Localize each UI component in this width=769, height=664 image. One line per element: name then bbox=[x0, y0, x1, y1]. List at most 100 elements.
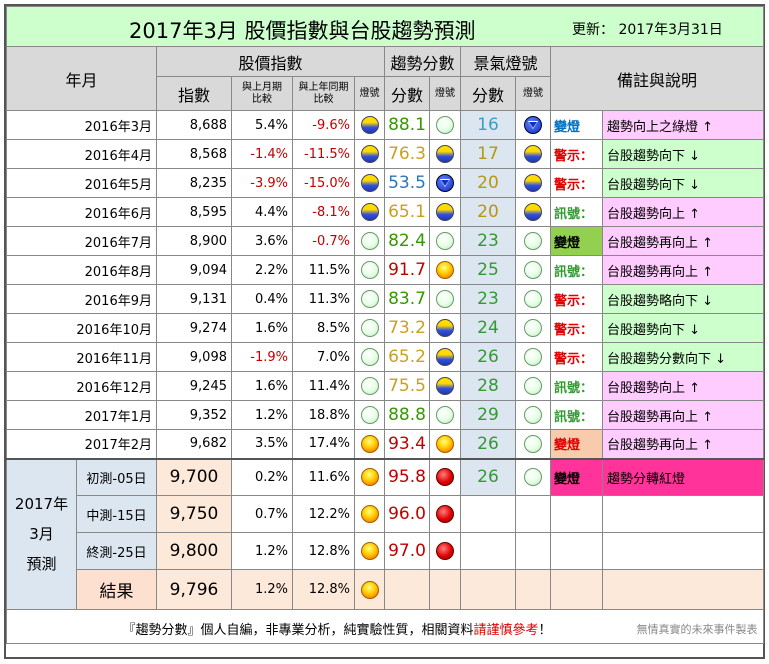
boom-light-icon bbox=[524, 348, 542, 366]
row-signal-tag: 訊號： bbox=[550, 255, 603, 285]
boom-light-icon bbox=[524, 377, 542, 395]
row-yoy: -11.5% bbox=[292, 139, 355, 169]
row-trend-score: 88.8 bbox=[384, 400, 430, 430]
row-index: 9,094 bbox=[156, 255, 232, 285]
row-yoy: 18.8% bbox=[292, 400, 355, 430]
empty-cell bbox=[460, 495, 516, 533]
row-signal-tag: 警示： bbox=[550, 284, 603, 314]
row-mom: 2.2% bbox=[231, 255, 293, 285]
empty-cell bbox=[384, 569, 430, 610]
forecast-row: 終測-25日 9,800 1.2% 12.8% 97.0 bbox=[7, 532, 765, 570]
trend-light-icon bbox=[436, 203, 454, 221]
result-row: 結果 9,796 1.2% 12.8% bbox=[7, 569, 765, 610]
header-trend-score-col: 分數 bbox=[384, 76, 430, 111]
row-trend-score: 73.2 bbox=[384, 313, 430, 343]
trend-light-icon bbox=[436, 319, 454, 337]
row-index: 8,688 bbox=[156, 110, 232, 140]
boom-light-icon bbox=[524, 290, 542, 308]
table-row: 2016年11月 9,098 -1.9% 7.0% 65.2 26 警示： 台股趨勢分數向下 … bbox=[6, 342, 765, 372]
row-yoy: 11.5% bbox=[292, 255, 355, 285]
row-boom-light bbox=[515, 168, 551, 198]
stock-light-icon bbox=[360, 319, 379, 337]
row-note: 台股趨勢再向上 ↑ bbox=[601, 255, 765, 285]
empty-cell bbox=[550, 532, 603, 570]
boom-light-icon bbox=[524, 434, 542, 453]
row-trend-light bbox=[429, 371, 461, 401]
stock-light-icon bbox=[360, 542, 379, 560]
forecast-index: 9,750 bbox=[156, 495, 232, 533]
result-mom: 1.2% bbox=[231, 569, 293, 610]
row-stock-light bbox=[354, 226, 385, 256]
row-signal-tag: 警示： bbox=[550, 313, 603, 343]
row-yoy: 11.3% bbox=[292, 284, 355, 314]
row-boom-light bbox=[515, 226, 551, 256]
row-index: 9,352 bbox=[156, 400, 232, 430]
empty-cell bbox=[429, 569, 461, 610]
row-trend-light bbox=[429, 139, 461, 169]
row-note: 台股趨勢向上 ↑ bbox=[601, 197, 765, 227]
row-year-month: 2017年2月 bbox=[6, 429, 157, 460]
stock-light-icon bbox=[360, 505, 379, 523]
table-row: 2016年12月 9,245 1.6% 11.4% 75.5 28 訊號： 台股趨勢向上 ↑ bbox=[6, 371, 765, 401]
footer-credit: 無情真實的未來事件製表 bbox=[636, 622, 758, 636]
row-boom-score: 16 bbox=[460, 110, 516, 140]
header-yoy: 與上年同期比較 bbox=[292, 76, 355, 111]
row-boom-light bbox=[515, 255, 551, 285]
forecast-trend-score: 97.0 bbox=[384, 532, 430, 570]
page-title: 2017年3月 股價指數與台股趨勢預測 bbox=[129, 19, 476, 43]
row-stock-light bbox=[354, 110, 385, 140]
row-trend-score: 65.2 bbox=[384, 342, 430, 372]
row-signal-tag: 訊號： bbox=[550, 400, 603, 430]
footer: 『趨勢分數』個人自編，非專業分析，純實驗性質，相關資料請謹慎參考！ 無情真實的未… bbox=[5, 609, 765, 644]
table-row: 2016年5月 8,235 -3.9% -15.0% 53.5 20 警示： 台股趨勢向下 ↓ bbox=[6, 168, 765, 198]
header-boom-light-col: 燈號 bbox=[515, 76, 551, 111]
row-note: 台股趨勢向上 ↑ bbox=[601, 371, 765, 401]
row-signal-tag: 警示： bbox=[550, 342, 603, 372]
row-boom-light bbox=[515, 371, 551, 401]
forecast-index: 9,700 bbox=[156, 458, 232, 496]
header-index: 指數 bbox=[156, 76, 232, 111]
row-stock-light bbox=[354, 197, 385, 227]
trend-light-icon bbox=[436, 505, 454, 523]
row-trend-light bbox=[429, 342, 461, 372]
row-trend-score: 75.5 bbox=[384, 371, 430, 401]
row-boom-light bbox=[515, 110, 551, 140]
row-index: 9,245 bbox=[156, 371, 232, 401]
row-trend-score: 91.7 bbox=[384, 255, 430, 285]
table-row: 2017年1月 9,352 1.2% 18.8% 88.8 29 訊號： 台股趨勢再向上 ↑ bbox=[6, 400, 765, 430]
header-stock-index: 股價指數 bbox=[156, 46, 385, 77]
forecast-yoy: 12.2% bbox=[292, 495, 355, 533]
row-yoy: 17.4% bbox=[292, 429, 355, 460]
table-row: 2016年7月 8,900 3.6% -0.7% 82.4 23 變燈 台股趨勢再向上 ↑ bbox=[6, 226, 765, 256]
empty-cell bbox=[515, 495, 551, 533]
boom-light-icon bbox=[524, 174, 542, 192]
footer-end: ！ bbox=[538, 622, 552, 638]
row-year-month: 2016年3月 bbox=[6, 110, 157, 140]
row-signal-tag: 警示： bbox=[550, 168, 603, 198]
row-mom: -3.9% bbox=[231, 168, 293, 198]
boom-light-icon bbox=[524, 145, 542, 163]
result-yoy: 12.8% bbox=[292, 569, 355, 610]
trend-light-icon bbox=[436, 434, 454, 453]
row-trend-score: 65.1 bbox=[384, 197, 430, 227]
row-index: 8,595 bbox=[156, 197, 232, 227]
row-yoy: -15.0% bbox=[292, 168, 355, 198]
boom-light-icon bbox=[524, 203, 542, 221]
boom-light-icon bbox=[524, 468, 542, 487]
row-boom-score: 17 bbox=[460, 139, 516, 169]
row-year-month: 2016年10月 bbox=[6, 313, 157, 343]
row-year-month: 2016年11月 bbox=[6, 342, 157, 372]
header-trend-light: 燈號 bbox=[429, 76, 461, 111]
row-trend-light bbox=[429, 168, 461, 198]
header-stock-light: 燈號 bbox=[354, 76, 385, 111]
empty-cell bbox=[515, 569, 551, 610]
title-bar: 2017年3月 股價指數與台股趨勢預測 更新： 2017年3月31日 bbox=[5, 6, 765, 47]
row-trend-score: 82.4 bbox=[384, 226, 430, 256]
header-mom: 與上月期比較 bbox=[231, 76, 293, 111]
row-index: 8,900 bbox=[156, 226, 232, 256]
stock-light-icon bbox=[360, 261, 379, 279]
boom-light-icon bbox=[524, 406, 542, 424]
empty-cell bbox=[460, 569, 516, 610]
stock-light-icon bbox=[360, 232, 379, 250]
trend-light-icon bbox=[436, 145, 454, 163]
